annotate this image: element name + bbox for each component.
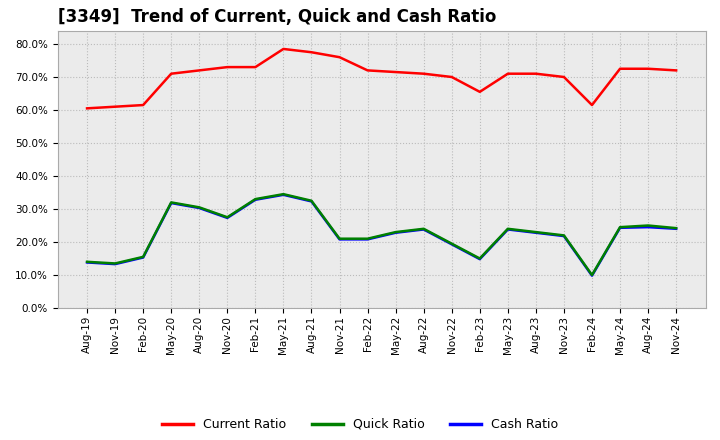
Quick Ratio: [223, 215, 232, 220]
Cash Ratio: [616, 225, 624, 231]
Quick Ratio: [588, 272, 596, 278]
Cash Ratio: [139, 255, 148, 260]
Cash Ratio: [251, 197, 260, 202]
Cash Ratio: [307, 199, 316, 204]
Line: Quick Ratio: Quick Ratio: [87, 194, 676, 275]
Quick Ratio: [251, 196, 260, 202]
Cash Ratio: [644, 224, 652, 230]
Current Ratio: [419, 71, 428, 76]
Current Ratio: [616, 66, 624, 71]
Quick Ratio: [531, 230, 540, 235]
Cash Ratio: [447, 242, 456, 247]
Current Ratio: [139, 103, 148, 108]
Quick Ratio: [475, 256, 484, 261]
Quick Ratio: [279, 191, 288, 197]
Current Ratio: [391, 70, 400, 75]
Quick Ratio: [672, 225, 680, 231]
Cash Ratio: [83, 260, 91, 265]
Quick Ratio: [167, 200, 176, 205]
Current Ratio: [167, 71, 176, 76]
Current Ratio: [475, 89, 484, 95]
Cash Ratio: [195, 205, 204, 211]
Current Ratio: [336, 55, 344, 60]
Current Ratio: [672, 68, 680, 73]
Line: Current Ratio: Current Ratio: [87, 49, 676, 108]
Current Ratio: [588, 103, 596, 108]
Text: [3349]  Trend of Current, Quick and Cash Ratio: [3349] Trend of Current, Quick and Cash …: [58, 8, 496, 26]
Current Ratio: [531, 71, 540, 76]
Cash Ratio: [167, 200, 176, 205]
Cash Ratio: [279, 192, 288, 198]
Quick Ratio: [83, 259, 91, 264]
Cash Ratio: [588, 273, 596, 279]
Cash Ratio: [364, 237, 372, 242]
Current Ratio: [279, 46, 288, 51]
Line: Cash Ratio: Cash Ratio: [87, 195, 676, 275]
Quick Ratio: [503, 226, 512, 231]
Current Ratio: [559, 74, 568, 80]
Cash Ratio: [672, 226, 680, 231]
Current Ratio: [195, 68, 204, 73]
Current Ratio: [251, 64, 260, 70]
Cash Ratio: [531, 230, 540, 235]
Current Ratio: [503, 71, 512, 76]
Current Ratio: [644, 66, 652, 71]
Quick Ratio: [139, 254, 148, 260]
Current Ratio: [447, 74, 456, 80]
Cash Ratio: [559, 233, 568, 238]
Current Ratio: [364, 68, 372, 73]
Cash Ratio: [391, 230, 400, 235]
Quick Ratio: [111, 261, 120, 266]
Quick Ratio: [559, 233, 568, 238]
Cash Ratio: [419, 227, 428, 232]
Quick Ratio: [364, 236, 372, 241]
Quick Ratio: [644, 223, 652, 228]
Quick Ratio: [391, 230, 400, 235]
Quick Ratio: [195, 205, 204, 210]
Quick Ratio: [616, 224, 624, 230]
Quick Ratio: [447, 241, 456, 246]
Current Ratio: [111, 104, 120, 109]
Quick Ratio: [419, 226, 428, 231]
Current Ratio: [223, 64, 232, 70]
Quick Ratio: [307, 198, 316, 203]
Legend: Current Ratio, Quick Ratio, Cash Ratio: Current Ratio, Quick Ratio, Cash Ratio: [157, 413, 563, 436]
Cash Ratio: [223, 215, 232, 220]
Quick Ratio: [336, 236, 344, 241]
Current Ratio: [83, 106, 91, 111]
Cash Ratio: [111, 261, 120, 267]
Cash Ratio: [475, 257, 484, 262]
Current Ratio: [307, 50, 316, 55]
Cash Ratio: [503, 227, 512, 232]
Cash Ratio: [336, 237, 344, 242]
